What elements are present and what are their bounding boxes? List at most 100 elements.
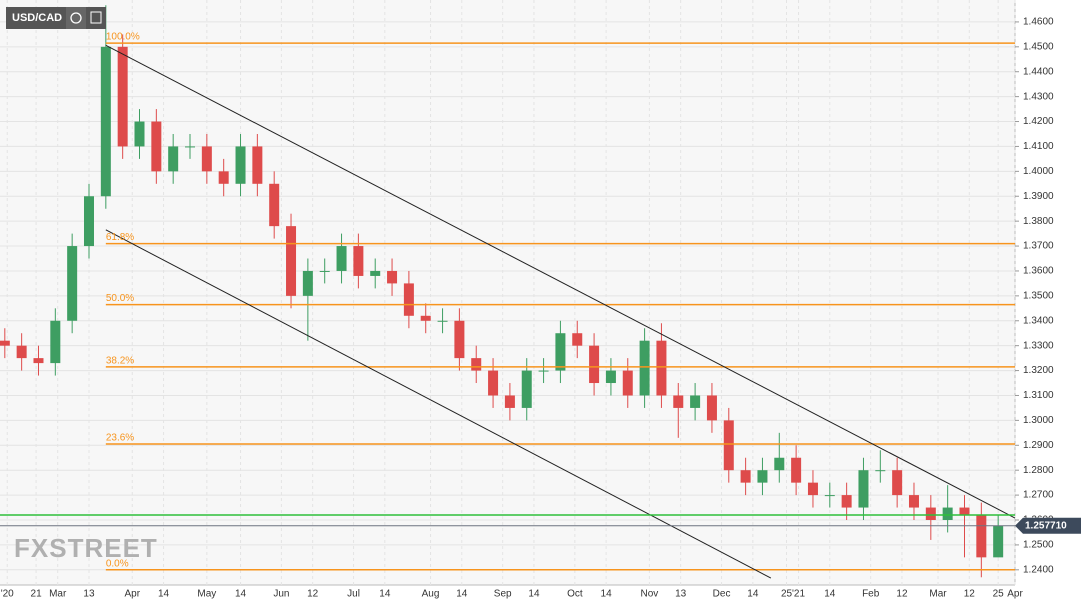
candle-body <box>706 395 717 421</box>
candle-body <box>656 340 667 396</box>
candle-body <box>201 146 212 172</box>
candle-body <box>723 420 734 471</box>
candle-body <box>454 320 465 359</box>
candle-body <box>538 370 549 372</box>
x-tick-label: Mar <box>929 589 947 600</box>
x-tick-label: May <box>197 589 216 600</box>
refresh-button[interactable] <box>66 7 86 29</box>
y-tick-label: 1.3400 <box>1023 315 1054 326</box>
fib-label: 61.8% <box>106 232 134 243</box>
x-tick-label: 12 <box>307 589 319 600</box>
y-tick-label: 1.4000 <box>1023 166 1054 177</box>
candle-body <box>252 146 263 184</box>
y-tick-label: 1.3700 <box>1023 241 1054 252</box>
candle-body <box>286 226 297 296</box>
x-tick-label: Dec <box>713 589 731 600</box>
candle-body <box>50 320 61 364</box>
x-tick-label: 14 <box>747 589 759 600</box>
x-tick-label: Oct <box>567 589 583 600</box>
x-tick-label: Apr <box>125 589 141 600</box>
candle-body <box>908 495 919 508</box>
candle-body <box>387 270 398 284</box>
candle-body <box>925 507 936 520</box>
candle-body <box>673 395 684 408</box>
candle-body <box>168 146 179 172</box>
y-tick-label: 1.3000 <box>1023 415 1054 426</box>
candle-body <box>185 146 196 148</box>
marks <box>0 5 1016 579</box>
calendar-icon <box>90 11 102 24</box>
candle-body <box>218 171 229 184</box>
candle-body <box>134 121 145 147</box>
candle-body <box>757 470 768 483</box>
x-tick-label: Apr <box>1007 589 1023 600</box>
x-tick-label: 14 <box>158 589 170 600</box>
fib-label: 0.0% <box>106 558 129 569</box>
y-tick-label: 1.2500 <box>1023 540 1054 551</box>
candle-body <box>488 370 499 396</box>
candle-body <box>791 457 802 483</box>
x-tick-label: 13 <box>675 589 687 600</box>
candle-body <box>622 370 633 396</box>
x-tick-label: 25 <box>993 589 1005 600</box>
x-tick-label: Feb <box>862 589 880 600</box>
candle-body <box>353 246 364 276</box>
fib-label: 23.6% <box>106 433 134 444</box>
x-tick-label: 12 <box>964 589 976 600</box>
calendar-button[interactable] <box>86 7 106 29</box>
candle-body <box>151 121 162 172</box>
x-tick-label: 13 <box>83 589 95 600</box>
x-tick-label: 14 <box>601 589 613 600</box>
candle-body <box>0 340 10 346</box>
candle-body <box>269 183 280 227</box>
candle-body <box>336 246 347 271</box>
y-tick-label: 1.4100 <box>1023 141 1054 152</box>
y-tick-label: 1.2400 <box>1023 564 1054 575</box>
candle-body <box>589 345 600 384</box>
x-tick-label: 14 <box>824 589 836 600</box>
fib-label: 38.2% <box>106 355 134 366</box>
y-tick-label: 1.3300 <box>1023 340 1054 351</box>
x-tick-label: 14 <box>528 589 540 600</box>
candle-body <box>67 246 78 321</box>
x-tick-label: '21 <box>792 589 805 600</box>
candle-body <box>875 470 886 472</box>
candle-body <box>959 507 970 516</box>
candle-body <box>605 370 616 384</box>
candle-body <box>572 333 583 346</box>
candle-body <box>892 470 903 496</box>
candle-body <box>555 333 566 371</box>
x-tick-label: Aug <box>422 589 440 600</box>
fib-label: 100.0% <box>106 32 140 43</box>
y-tick-label: 1.3800 <box>1023 216 1054 227</box>
y-tick-label: 1.4400 <box>1023 66 1054 77</box>
candle-body <box>824 495 835 497</box>
fib-label: 50.0% <box>106 293 134 304</box>
y-tick-label: 1.3600 <box>1023 266 1054 277</box>
y-tick-label: 1.2800 <box>1023 465 1054 476</box>
x-tick-label: '20 <box>1 589 14 600</box>
y-tick-label: 1.3900 <box>1023 191 1054 202</box>
candle-body <box>942 507 953 520</box>
candle-body <box>639 340 650 396</box>
watermark: FXSTREET <box>14 533 158 563</box>
candle-body <box>370 270 381 276</box>
symbol-box <box>6 7 66 29</box>
last-price-label: 1.257710 <box>1025 520 1067 531</box>
candle-body <box>235 146 246 184</box>
x-tick-label: Jun <box>273 589 289 600</box>
plot-background <box>0 0 1015 585</box>
candle-body <box>774 457 785 471</box>
candle-body <box>420 315 431 321</box>
candle-body <box>976 515 987 558</box>
candle-body <box>319 270 330 272</box>
candle-body <box>403 283 414 316</box>
y-tick-label: 1.2900 <box>1023 440 1054 451</box>
candle-body <box>437 320 448 322</box>
candle-body <box>117 46 128 147</box>
x-tick-label: 14 <box>235 589 247 600</box>
y-tick-label: 1.3500 <box>1023 291 1054 302</box>
chart-title: USD/CAD <box>12 12 62 24</box>
trend-line <box>105 44 1016 519</box>
